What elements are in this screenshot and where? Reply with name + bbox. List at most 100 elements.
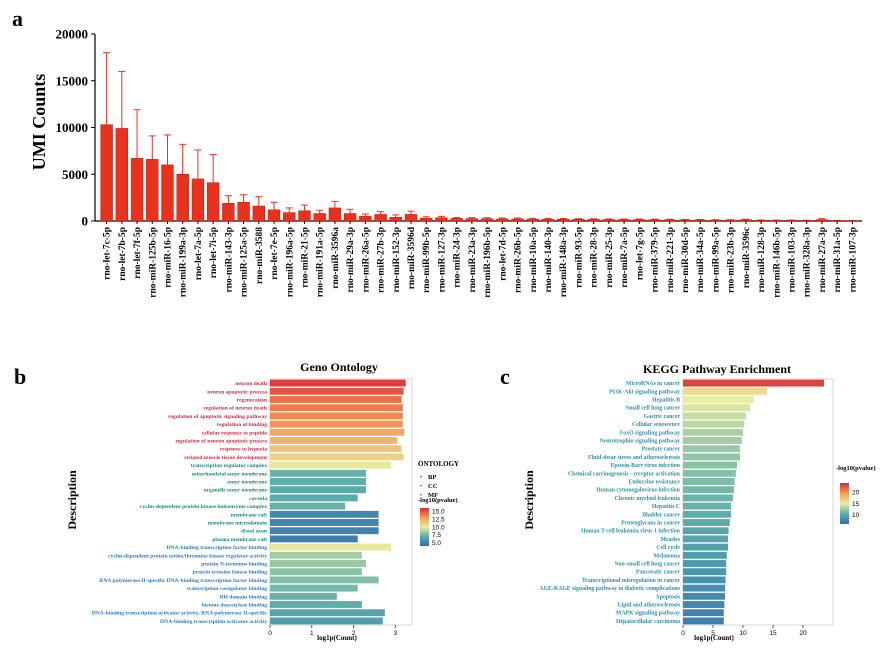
panel-letter-a: a: [12, 6, 23, 31]
panel-a-x-tick-label: rno-miR-221-3p: [666, 227, 676, 292]
panel-a-x-tick-label: rno-miR-191a-5p: [316, 227, 326, 297]
panel-b-category-label: regulation of apoptotic signaling pathwa…: [168, 414, 267, 420]
panel-a-bar: [222, 202, 235, 222]
panel-b-category-label: DNA-binding transcription activator acti…: [92, 611, 268, 617]
panel-c-bar: [683, 576, 726, 584]
panel-c-x-tick-label: 10: [739, 630, 747, 637]
panel-b-bar: [270, 379, 406, 387]
panel-a-bar: [420, 217, 433, 222]
panel-b-category-label: histone deacetylase binding: [202, 602, 267, 608]
panel-a-x-tick-label: rno-miR-10a-5p: [529, 227, 539, 292]
panel-a-bar: [572, 219, 585, 222]
panel-a-x-tick-label: rno-let-7a-5p: [194, 227, 204, 280]
panel-a-bar: [389, 217, 402, 222]
panel-b-colorbar-title: -log10(pvalue): [418, 497, 458, 504]
panel-c-category-label: Cellular senescence: [632, 422, 680, 428]
panel-a-x-tick-label: rno-miR-3596c: [742, 227, 752, 288]
panel-c-bar: [683, 420, 745, 428]
panel-b-bar: [270, 535, 358, 543]
panel-a-bar: [724, 219, 737, 222]
panel-b-x-axis-label: log1p(Count): [317, 634, 357, 642]
panel-c-category-label: Neurotrophin signaling pathway: [600, 439, 680, 445]
panel-a-bar: [754, 220, 768, 222]
panel-a-bar: [663, 219, 676, 222]
panel-a-x-tick-label: rno-miR-27a-3p: [818, 227, 828, 292]
panel-c-bar: [683, 592, 725, 600]
panel-b-category-label: regulation of neuron death: [203, 406, 268, 412]
panel-a-bar: [191, 178, 205, 222]
panel-c-kegg-chart: KEGG Pathway Enrichment Description log1…: [522, 362, 876, 642]
panel-a-x-tick-label: rno-miR-125b-5p: [148, 227, 158, 298]
panel-b-x-tick-label: 3: [393, 630, 397, 637]
panel-c-category-label: MicroRNAs in cancer: [626, 381, 680, 387]
panel-a-x-tick-label: rno-miR-23b-3p: [727, 227, 737, 293]
panel-b-bar: [270, 387, 404, 395]
panel-a-x-tick-label: rno-miR-31a-5p: [833, 227, 843, 292]
panel-b-category-label: caveola: [249, 496, 267, 502]
panel-b-ontology-legend-title: ONTOLOGY: [418, 460, 459, 468]
panel-a-bar: [557, 218, 570, 222]
panel-a-x-tick-label: rno-miR-99b-5p: [422, 227, 432, 293]
panel-a-x-tick-label: rno-miR-23a-3p: [468, 227, 478, 292]
panel-c-category-label: FoxO signaling pathway: [620, 430, 680, 436]
panel-a-x-tick-label: rno-miR-30d-5p: [681, 227, 691, 293]
panel-b-category-label: mitochondrial outer membrane: [192, 471, 268, 477]
panel-b-bar: [270, 576, 379, 584]
panel-a-x-tick-label: rno-miR-34a-5p: [696, 227, 706, 292]
panel-c-colorbar-title: -log10(pvalue): [836, 465, 876, 472]
panel-a-bar: [450, 218, 463, 222]
panel-b-bar: [270, 502, 346, 510]
panel-b-category-label: regulation of neuron apoptotic process: [175, 438, 268, 444]
panel-a-y-tick-label: 20000: [56, 27, 89, 42]
panel-c-colorbar: [840, 483, 849, 524]
panel-a-x-tick-label: rno-miR-3596a: [331, 227, 341, 289]
panel-c-bar: [683, 560, 727, 567]
panel-a-bar: [678, 219, 692, 222]
panel-a-x-tick-label: rno-let-7f-5p: [133, 227, 143, 279]
panel-a-bar: [770, 220, 783, 222]
panel-b-bar: [270, 412, 403, 420]
panel-a-x-tick-label: rno-miR-24-3p: [453, 227, 463, 288]
panel-b-colorbar-tick-label: 15.0: [432, 508, 445, 515]
panel-b-category-label: regulation of binding: [217, 422, 267, 428]
panel-a-x-tick-label: rno-miR-25-3p: [605, 227, 615, 288]
panel-c-bar: [683, 404, 751, 412]
panel-b-bar: [270, 519, 379, 526]
panel-b-ontology-legend-marker: •: [420, 475, 422, 481]
panel-c-colorbar-tick-label: 15: [852, 501, 860, 508]
panel-c-bar: [683, 551, 727, 559]
panel-a-x-tick-label: rno-miR-103-3p: [788, 227, 798, 292]
panel-a-x-tick-label: rno-let-7g-5p: [635, 227, 645, 280]
panel-b-ontology-legend-marker: •: [420, 484, 422, 490]
panel-b-bar: [270, 396, 402, 403]
panel-c-x-tick-label: 20: [799, 630, 807, 637]
panel-a-y-tick-label: 10000: [56, 120, 89, 135]
panel-c-bar: [683, 510, 731, 518]
panel-c-colorbar-tick-label: 10: [852, 512, 860, 519]
panel-a-x-tick-label: rno-miR-29a-3p: [346, 227, 356, 292]
panel-b-bar: [270, 445, 402, 453]
panel-c-bar: [683, 486, 734, 494]
panel-c-category-label: Gastric cancer: [644, 414, 681, 420]
panel-a-x-tick-label: rno-miR-196b-5p: [483, 227, 493, 298]
panel-a-x-tick-label: rno-miR-140-3p: [544, 227, 554, 292]
panel-c-category-label: MAPK signaling pathway: [616, 611, 680, 617]
panel-a-x-tick-label: rno-miR-199a-3p: [179, 227, 189, 297]
panel-b-category-label: membrane microdomain: [208, 520, 268, 526]
panel-b-category-label: protein tyrosine kinase binding: [193, 570, 267, 576]
panel-a-bar: [283, 212, 296, 222]
panel-a-bar: [496, 218, 509, 222]
panel-b-ontology-legend-label: BP: [428, 474, 436, 481]
panel-c-bar: [683, 535, 728, 543]
panel-c-bar: [683, 453, 740, 461]
panel-b-bar: [270, 437, 398, 444]
panel-b-ontology-legend-label: CC: [428, 483, 438, 490]
panel-c-category-label: Chemical carcinogenesis - receptor activ…: [568, 471, 681, 477]
panel-a-bar: [739, 219, 753, 222]
panel-c-category-label: Human cytomegalovirus infection: [596, 488, 681, 494]
panel-a-y-tick-label: 0: [82, 214, 89, 229]
panel-a-x-tick-label: rno-miR-16-5p: [163, 227, 173, 288]
panel-a-x-tick-label: rno-miR-107-3p: [848, 227, 858, 292]
panel-c-category-label: Epstein-Barr virus infection: [611, 463, 681, 469]
panel-c-x-tick-label: 0: [681, 630, 685, 637]
